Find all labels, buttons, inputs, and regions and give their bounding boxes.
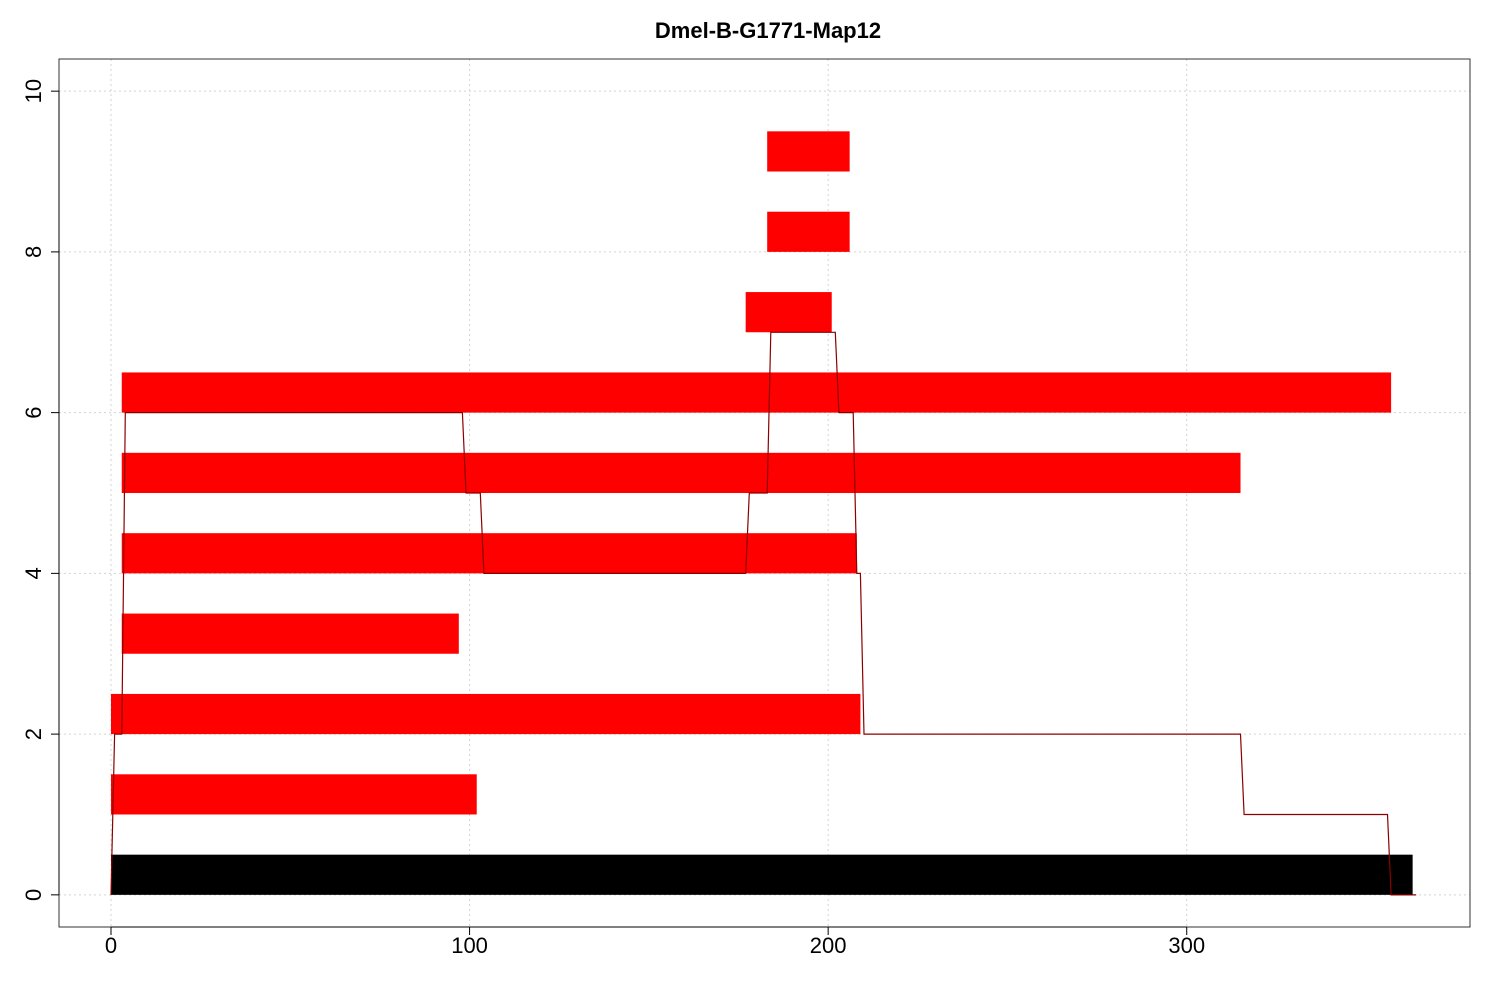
x-tick-label: 200 xyxy=(810,933,847,958)
x-tick-label: 100 xyxy=(451,933,488,958)
segment-bar xyxy=(745,292,832,333)
chart-title: Dmel-B-G1771-Map12 xyxy=(655,18,881,43)
segments xyxy=(110,131,1413,895)
segment-bar xyxy=(110,774,477,815)
segment-bar xyxy=(110,693,861,735)
segment-bar xyxy=(767,131,850,172)
reference-bar xyxy=(110,854,1413,895)
y-tick-label: 6 xyxy=(21,407,46,419)
segment-bar xyxy=(121,613,459,654)
segment-bar xyxy=(121,533,857,574)
y-tick-label: 8 xyxy=(21,246,46,258)
segment-bar xyxy=(767,211,850,252)
coverage-line-layer xyxy=(110,331,1417,896)
axes: 0 100 200 300 0 2 4 6 8 10 xyxy=(21,79,1205,958)
y-tick-label: 10 xyxy=(21,79,46,103)
coverage-line xyxy=(110,331,1417,896)
x-tick-label: 0 xyxy=(105,933,117,958)
y-tick-label: 2 xyxy=(21,728,46,740)
y-tick-label: 4 xyxy=(21,567,46,579)
segment-bar xyxy=(121,372,1392,413)
x-tick-label: 300 xyxy=(1168,933,1205,958)
segment-bar xyxy=(121,452,1241,493)
y-tick-label: 0 xyxy=(21,889,46,901)
